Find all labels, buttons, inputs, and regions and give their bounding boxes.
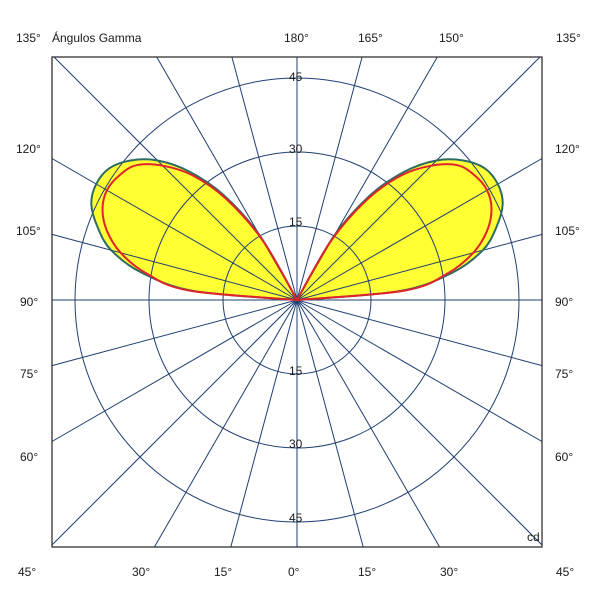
angle-label-bottom-0: 0°: [288, 565, 300, 579]
corner-label-top-left: 135°: [16, 31, 41, 45]
ring-label-top-45: 45: [289, 70, 303, 84]
ring-label-bottom-30: 30: [289, 437, 303, 451]
grid-radial-225: [53, 56, 298, 301]
corner-label-bottom-right: 45°: [556, 565, 574, 579]
ring-label-bottom-15: 15: [289, 364, 303, 378]
chart-title: Ángulos Gamma: [52, 30, 142, 45]
grid-radial-45: [296, 299, 543, 546]
ring-label-top-30: 30: [289, 142, 303, 156]
grid-radial-345: [230, 299, 298, 548]
grid-radial-315: [51, 299, 298, 546]
grid-radial-195: [231, 56, 298, 301]
unit-label: cd: [527, 530, 540, 544]
angle-label-top-165: 165°: [358, 31, 383, 45]
grid-radial-30: [296, 299, 441, 548]
angle-label-bottom-15-left: 15°: [214, 565, 232, 579]
grid-radial-330: [153, 299, 298, 548]
grid-radial-135: [296, 56, 541, 301]
series-1-line-right: [295, 158, 504, 302]
grid-radial-300: [51, 299, 298, 442]
angle-label-right-90: 90°: [555, 295, 573, 309]
grid-radial-60: [296, 299, 543, 442]
series-2-line-left: [101, 163, 299, 302]
series-1-line-left: [90, 158, 299, 302]
grid-radial-105: [296, 233, 543, 301]
corner-label-bottom-left: 45°: [18, 565, 36, 579]
polar-grid: [51, 56, 543, 548]
angle-label-left-75: 75°: [20, 367, 38, 381]
lobe-fill-right: [297, 159, 503, 300]
angle-label-bottom-30-right: 30°: [440, 565, 458, 579]
ring-label-top-15: 15: [289, 215, 303, 229]
grid-radial-75: [296, 299, 543, 367]
grid-radial-285: [51, 299, 298, 367]
angle-label-top-150: 150°: [439, 31, 464, 45]
red-curve-overlay: [90, 158, 504, 302]
intensity-curves: [91, 159, 503, 300]
grid-radial-240: [51, 158, 298, 301]
grid-radial-15: [296, 299, 364, 548]
angle-label-right-120: 120°: [555, 142, 580, 156]
angle-label-left-120: 120°: [16, 142, 41, 156]
angle-label-left-90: 90°: [20, 295, 38, 309]
grid-radial-120: [296, 158, 543, 301]
angle-label-right-105: 105°: [555, 224, 580, 238]
series-2-line-right: [295, 163, 493, 302]
angle-label-left-60: 60°: [20, 450, 38, 464]
grid-radial-255: [51, 233, 298, 301]
angle-label-top-180: 180°: [284, 31, 309, 45]
ring-label-bottom-45: 45: [289, 511, 303, 525]
angle-label-bottom-30-left: 30°: [132, 565, 150, 579]
angle-label-right-75: 75°: [555, 367, 573, 381]
grid-radial-165: [296, 56, 363, 301]
chart-frame: [51, 56, 543, 548]
corner-label-top-right: 135°: [556, 31, 581, 45]
angle-label-left-105: 105°: [16, 224, 41, 238]
lobe-fill-left: [91, 159, 298, 300]
angle-label-bottom-15-right: 15°: [358, 565, 376, 579]
angle-label-right-60: 60°: [555, 450, 573, 464]
